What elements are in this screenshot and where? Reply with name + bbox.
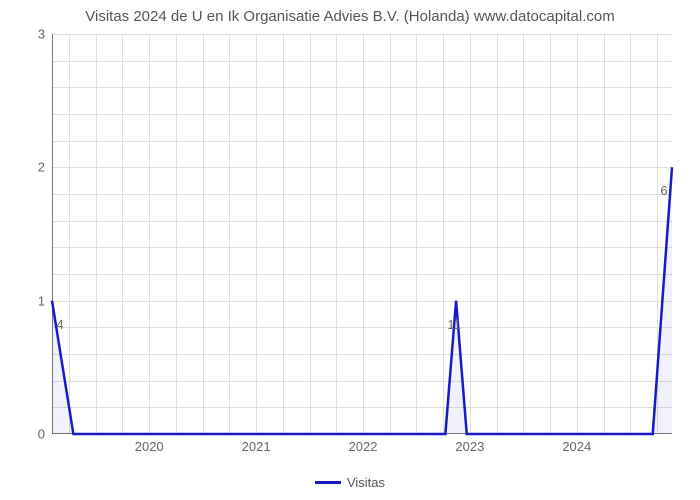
y-tick-label: 2 bbox=[38, 160, 53, 175]
x-tick-label: 2023 bbox=[455, 433, 484, 454]
data-point-label: 11 bbox=[447, 317, 461, 332]
legend-swatch bbox=[315, 481, 341, 484]
data-point-label: 6 bbox=[660, 183, 667, 198]
legend-label: Visitas bbox=[347, 475, 385, 490]
x-tick-label: 2022 bbox=[349, 433, 378, 454]
data-point-label: 4 bbox=[56, 317, 63, 332]
y-tick-label: 1 bbox=[38, 293, 53, 308]
legend-item-visitas: Visitas bbox=[315, 475, 385, 490]
legend: Visitas bbox=[0, 471, 700, 490]
plot-area: 012320202021202220232024 4116 bbox=[52, 34, 672, 434]
x-tick-label: 2021 bbox=[242, 433, 271, 454]
y-tick-label: 0 bbox=[38, 427, 53, 442]
chart-title: Visitas 2024 de U en Ik Organisatie Advi… bbox=[0, 0, 700, 29]
x-tick-label: 2020 bbox=[135, 433, 164, 454]
x-tick-label: 2024 bbox=[562, 433, 591, 454]
y-tick-label: 3 bbox=[38, 27, 53, 42]
line-series bbox=[52, 34, 672, 434]
chart-container: Visitas 2024 de U en Ik Organisatie Advi… bbox=[0, 0, 700, 500]
